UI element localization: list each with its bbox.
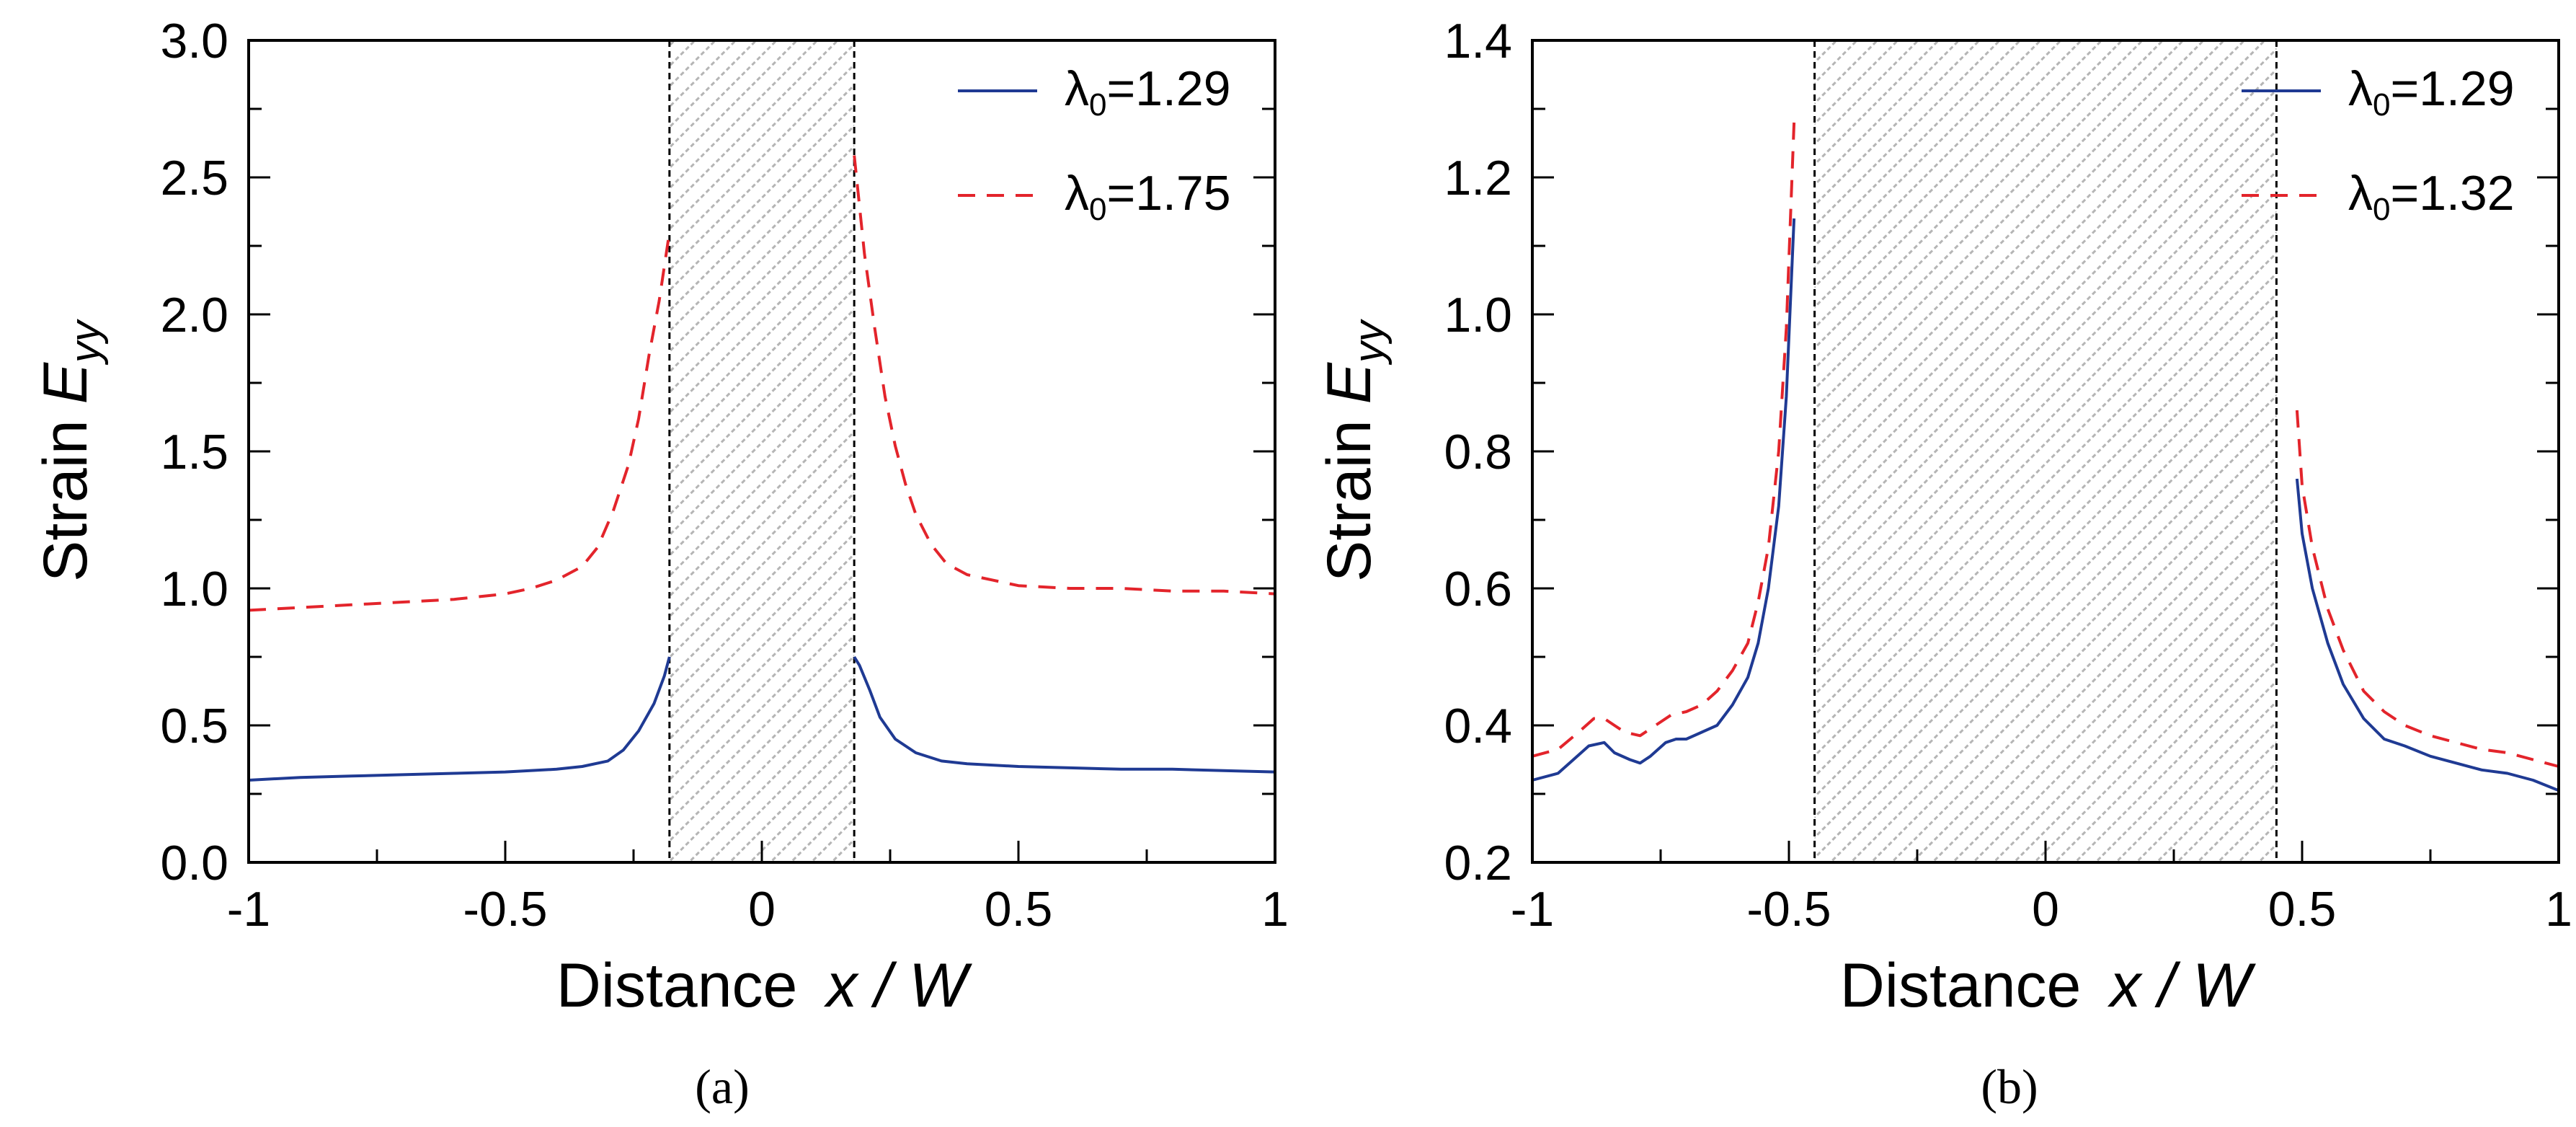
panel-b: -1 -0.5 0 0.5 10.20.40.60.81.01.21.4λ0=1.29λ…: [1315, 14, 2572, 1114]
legend-value: =1.32: [2390, 166, 2514, 221]
y-tick-label: 0.6: [1444, 562, 1512, 616]
panel-caption: (a): [695, 1059, 749, 1114]
legend-symbol: λ: [1065, 61, 1089, 116]
y-tick-label: 0.4: [1444, 699, 1512, 753]
legend-label-1: λ0=1.32: [2348, 166, 2515, 227]
shaded-region: [1814, 40, 2277, 862]
y-axis-title-subscript: yy: [62, 319, 109, 366]
y-tick-label: 1.2: [1444, 151, 1512, 205]
series-1-segment-1: [2295, 410, 2559, 768]
legend-symbol: λ: [1065, 166, 1089, 221]
series-0-segment-0: [248, 656, 671, 782]
x-axis-title: Distance x / W: [1840, 951, 2256, 1020]
shaded-region: [669, 40, 855, 862]
legend-label-0: λ0=1.29: [1065, 61, 1231, 123]
x-tick-label: -0.5: [1746, 882, 1831, 937]
legend-label-0: λ0=1.29: [2348, 61, 2515, 123]
x-tick-label: 1: [2545, 882, 2572, 937]
x-tick-label: -1: [227, 882, 270, 937]
legend-symbol: λ: [2348, 166, 2373, 221]
x-tick-label: 0.5: [985, 882, 1053, 937]
x-axis-title-variable: x / W: [2107, 951, 2256, 1020]
legend-value: =1.75: [1106, 166, 1230, 221]
x-tick-label: 1: [1261, 882, 1289, 937]
series-0-segment-0: [1532, 218, 1796, 782]
legend-subscript: 0: [2373, 87, 2390, 123]
x-axis-title-text: Distance: [556, 951, 798, 1020]
y-tick-label: 0.8: [1444, 425, 1512, 479]
legend-value: =1.29: [1106, 61, 1230, 116]
legend-symbol: λ: [2348, 61, 2373, 116]
plot-frame: [1531, 39, 2560, 864]
y-tick-label: 1.0: [160, 562, 228, 616]
y-tick-label: 2.0: [160, 288, 228, 342]
series-0-segment-1: [853, 655, 1276, 774]
y-tick-label: 1.5: [160, 425, 228, 479]
y-tick-label: 1.4: [1444, 14, 1512, 68]
legend-subscript: 0: [1089, 87, 1106, 123]
panel-caption: (b): [1981, 1059, 2038, 1114]
y-axis-title-variable: E: [31, 361, 100, 404]
y-tick-label: 3.0: [160, 14, 228, 68]
y-axis-title: Strain Eyy: [31, 319, 109, 582]
y-tick-label: 1.0: [1444, 288, 1512, 342]
series-1-segment-0: [248, 231, 671, 612]
y-axis-title-text: Strain: [1315, 420, 1384, 582]
y-axis-title-subscript: yy: [1346, 319, 1393, 366]
x-tick-label: 0: [748, 882, 776, 937]
legend-subscript: 0: [2373, 192, 2390, 227]
series-1-segment-1: [853, 155, 1276, 596]
panel-a: -1 -0.5 0 0.5 10.00.51.01.52.02.53.0λ0=1.29λ…: [31, 14, 1289, 1114]
y-tick-label: 2.5: [160, 151, 228, 205]
x-tick-label: 0: [2032, 882, 2059, 937]
y-tick-label: 0.5: [160, 699, 228, 753]
x-axis-title-text: Distance: [1840, 951, 2082, 1020]
legend-subscript: 0: [1089, 192, 1106, 227]
series-0-segment-1: [2295, 478, 2559, 792]
x-tick-label: 0.5: [2268, 882, 2337, 937]
x-axis-title-variable: x / W: [823, 951, 972, 1020]
legend-label-1: λ0=1.75: [1065, 166, 1231, 227]
legend-value: =1.29: [2390, 61, 2514, 116]
x-tick-label: -0.5: [463, 882, 547, 937]
y-axis-title-text: Strain: [31, 420, 100, 582]
y-tick-label: 0.0: [160, 836, 228, 890]
series-1-segment-0: [1532, 122, 1796, 758]
plot-frame: [247, 39, 1276, 864]
y-axis-title-variable: E: [1315, 361, 1384, 404]
y-axis-title: Strain Eyy: [1315, 319, 1393, 582]
y-tick-label: 0.2: [1444, 836, 1512, 890]
x-axis-title: Distance x / W: [556, 951, 972, 1020]
x-tick-label: -1: [1511, 882, 1554, 937]
